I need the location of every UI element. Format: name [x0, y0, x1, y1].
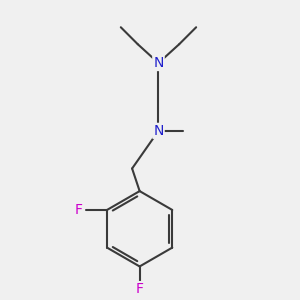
- Text: F: F: [74, 203, 83, 217]
- Text: N: N: [153, 56, 164, 70]
- Text: F: F: [136, 282, 144, 296]
- Text: N: N: [153, 124, 164, 138]
